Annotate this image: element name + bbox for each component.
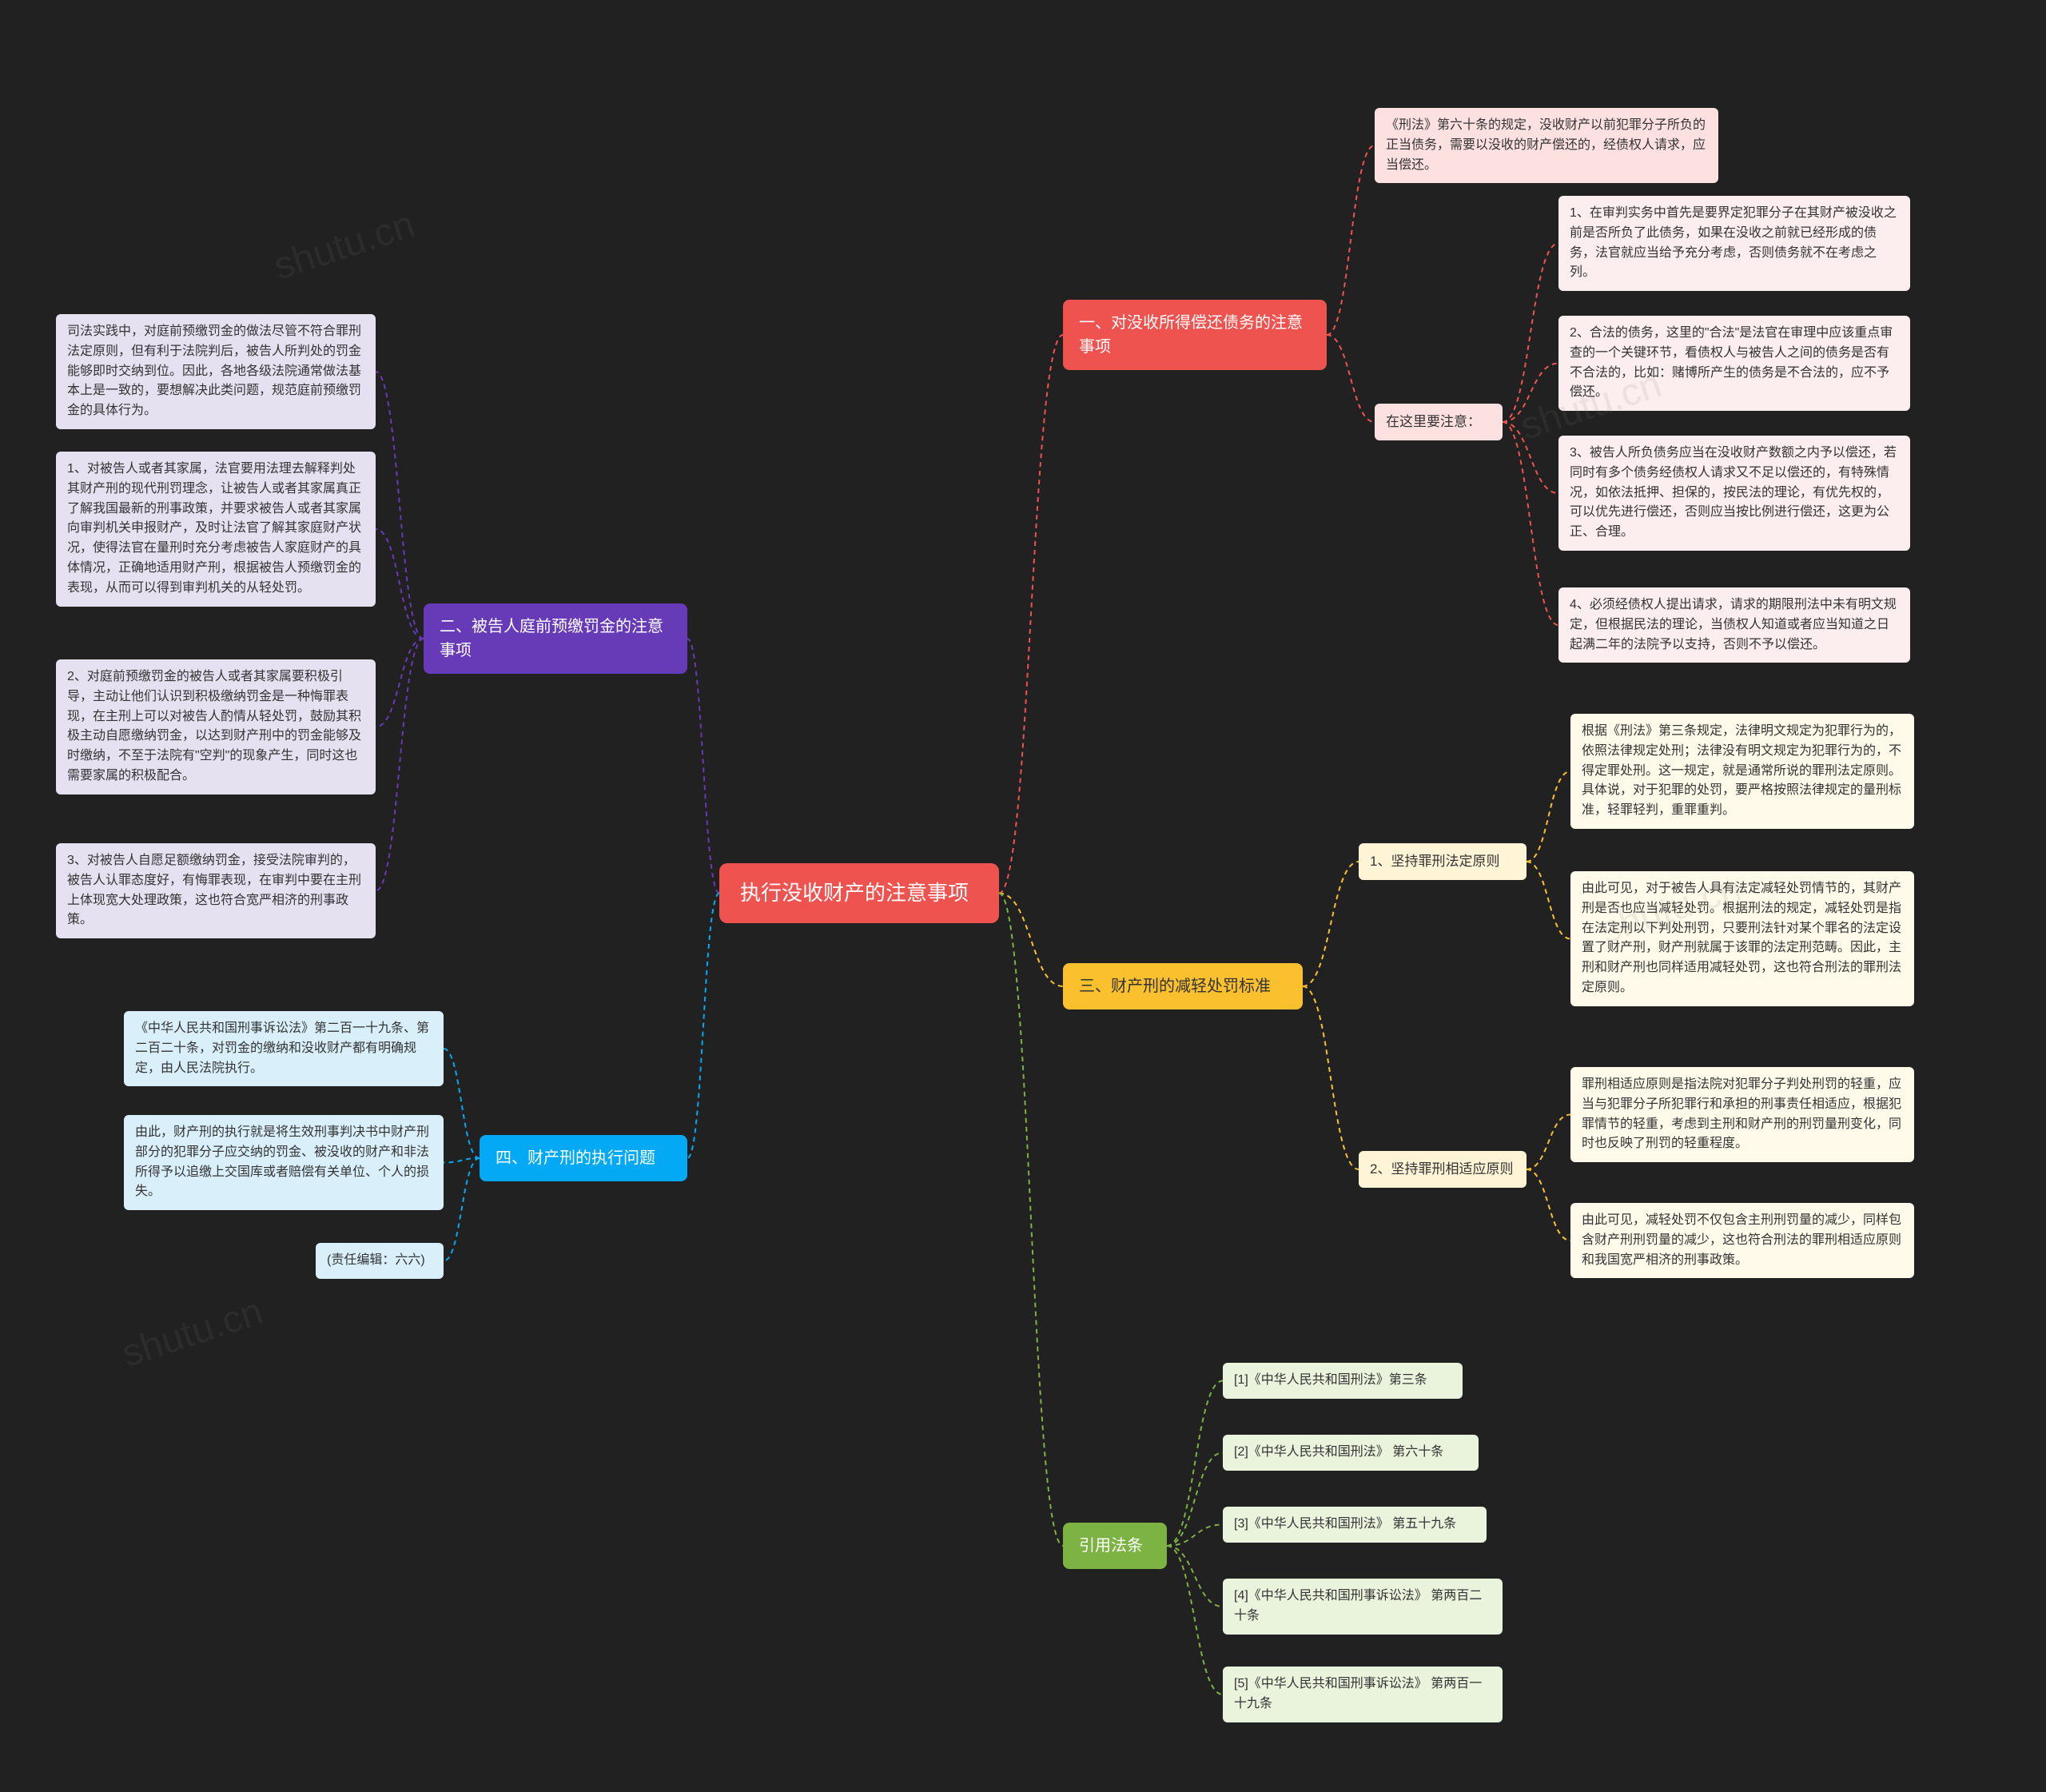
leaf-b1-1-0: 1、在审判实务中首先是要界定犯罪分子在其财产被没收之前是否所负了此债务，如果在没… <box>1558 196 1910 291</box>
leaf-b5-0: [1]《中华人民共和国刑法》第三条 <box>1223 1363 1463 1399</box>
watermark: shutu.cn <box>269 202 420 289</box>
branch-b5[interactable]: 引用法条 <box>1063 1523 1167 1569</box>
branch-b4[interactable]: 四、财产刑的执行问题 <box>480 1135 687 1181</box>
leaf-b3-1-0: 罪刑相适应原则是指法院对犯罪分子判处刑罚的轻重，应当与犯罪分子所犯罪行和承担的刑… <box>1570 1067 1914 1162</box>
leaf-b1-1-3: 4、必须经债权人提出请求，请求的期限刑法中未有明文规定，但根据民法的理论，当债权… <box>1558 587 1910 663</box>
sub-b3-0[interactable]: 1、坚持罪刑法定原则 <box>1359 843 1527 880</box>
leaf-b3-0-0: 根据《刑法》第三条规定，法律明文规定为犯罪行为的，依照法律规定处刑；法律没有明文… <box>1570 714 1914 829</box>
leaf-b5-1: [2]《中华人民共和国刑法》 第六十条 <box>1223 1435 1479 1471</box>
leaf-b4-1: 由此，财产刑的执行就是将生效刑事判决书中财产刑部分的犯罪分子应交纳的罚金、被没收… <box>124 1115 444 1210</box>
branch-b2[interactable]: 二、被告人庭前预缴罚金的注意事项 <box>424 603 687 674</box>
leaf-b4-2: (责任编辑：六六) <box>316 1243 444 1279</box>
leaf-b3-0-1: 由此可见，对于被告人具有法定减轻处罚情节的，其财产刑是否也应当减轻处罚。根据刑法… <box>1570 871 1914 1006</box>
leaf-b1-1-2: 3、被告人所负债务应当在没收财产数额之内予以偿还，若同时有多个债务经债权人请求又… <box>1558 436 1910 551</box>
leaf-b4-0: 《中华人民共和国刑事诉讼法》第二百一十九条、第二百二十条，对罚金的缴纳和没收财产… <box>124 1011 444 1086</box>
watermark: shutu.cn <box>117 1289 269 1376</box>
sub-b1-1[interactable]: 在这里要注意： <box>1375 404 1503 440</box>
branch-b3[interactable]: 三、财产刑的减轻处罚标准 <box>1063 963 1303 1009</box>
leaf-b1-0: 《刑法》第六十条的规定，没收财产以前犯罪分子所负的正当债务，需要以没收的财产偿还… <box>1375 108 1718 183</box>
leaf-b2-3: 3、对被告人自愿足额缴纳罚金，接受法院审判的，被告人认罪态度好，有悔罪表现，在审… <box>56 843 376 938</box>
leaf-b2-0: 司法实践中，对庭前预缴罚金的做法尽管不符合罪刑法定原则，但有利于法院判后，被告人… <box>56 314 376 429</box>
leaf-b2-2: 2、对庭前预缴罚金的被告人或者其家属要积极引导，主动让他们认识到积极缴纳罚金是一… <box>56 659 376 794</box>
leaf-b5-4: [5]《中华人民共和国刑事诉讼法》 第两百一十九条 <box>1223 1667 1503 1722</box>
root-node[interactable]: 执行没收财产的注意事项 <box>719 863 999 923</box>
leaf-b3-1-1: 由此可见，减轻处罚不仅包含主刑刑罚量的减少，同样包含财产刑刑罚量的减少，这也符合… <box>1570 1203 1914 1278</box>
leaf-b1-1-1: 2、合法的债务，这里的"合法"是法官在审理中应该重点审查的一个关键环节，看债权人… <box>1558 316 1910 411</box>
sub-b3-1[interactable]: 2、坚持罪刑相适应原则 <box>1359 1151 1527 1188</box>
branch-b1[interactable]: 一、对没收所得偿还债务的注意事项 <box>1063 300 1327 370</box>
leaf-b5-3: [4]《中华人民共和国刑事诉讼法》 第两百二十条 <box>1223 1579 1503 1635</box>
leaf-b2-1: 1、对被告人或者其家属，法官要用法理去解释判处其财产刑的现代刑罚理念，让被告人或… <box>56 452 376 607</box>
leaf-b5-2: [3]《中华人民共和国刑法》 第五十九条 <box>1223 1507 1487 1543</box>
